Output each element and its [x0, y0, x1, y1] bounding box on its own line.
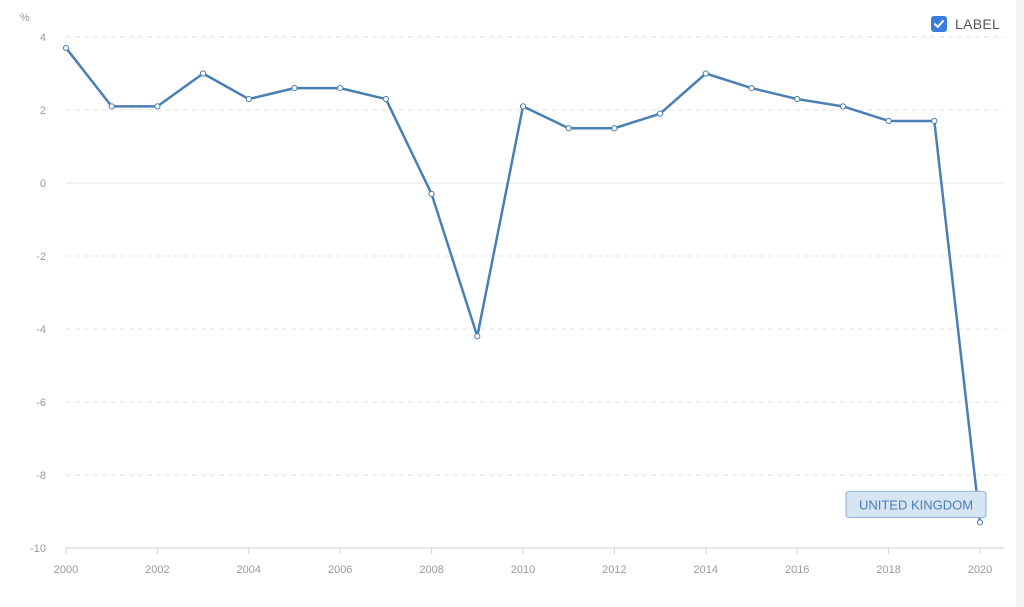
data-point — [245, 95, 252, 103]
data-point — [108, 103, 115, 110]
series-tag-box — [845, 490, 987, 519]
series-line — [65, 47, 982, 523]
legend-label: LABEL — [955, 16, 1001, 32]
data-point — [657, 110, 664, 117]
x-tick-label: 2020 — [968, 564, 992, 576]
data-point — [748, 85, 755, 92]
y-tick-label: -4 — [36, 324, 46, 336]
legend-toggle[interactable]: LABEL — [931, 16, 1000, 32]
y-axis-unit: % — [20, 12, 30, 24]
series-tag-label: UNITED KINGDOM — [859, 497, 973, 512]
data-point — [474, 333, 481, 340]
data-point — [62, 44, 70, 52]
y-tick-label: -6 — [36, 397, 46, 409]
x-tick-label: 2016 — [785, 564, 809, 576]
x-tick-label: 2012 — [602, 564, 626, 576]
x-tick-label: 2014 — [694, 564, 718, 576]
x-tick-label: 2000 — [54, 564, 78, 576]
y-tick-label: -10 — [30, 543, 46, 555]
data-point — [519, 103, 527, 110]
data-point — [382, 95, 389, 103]
y-tick-label: 0 — [40, 178, 46, 190]
data-point — [839, 103, 847, 110]
data-point — [291, 85, 298, 92]
data-point — [428, 190, 435, 198]
y-tick-label: 4 — [40, 32, 46, 44]
data-point — [200, 70, 207, 77]
data-point — [154, 103, 161, 110]
data-point — [885, 117, 892, 125]
x-tick-label: 2004 — [237, 564, 261, 576]
data-point — [611, 125, 618, 132]
y-tick-label: -8 — [36, 470, 46, 482]
data-point — [931, 117, 938, 125]
y-tick-label: 2 — [40, 105, 46, 117]
y-tick-label: -2 — [36, 251, 46, 263]
x-tick-label: 2002 — [145, 564, 169, 576]
x-tick-label: 2010 — [511, 564, 535, 576]
data-point — [702, 70, 709, 77]
checkmark-icon[interactable] — [931, 16, 947, 32]
data-point — [337, 85, 344, 92]
x-tick-label: 2018 — [876, 564, 900, 576]
data-point — [794, 95, 801, 103]
data-point — [565, 125, 572, 132]
x-tick-label: 2006 — [328, 564, 352, 576]
data-point — [976, 519, 984, 526]
x-tick-label: 2008 — [419, 564, 443, 576]
